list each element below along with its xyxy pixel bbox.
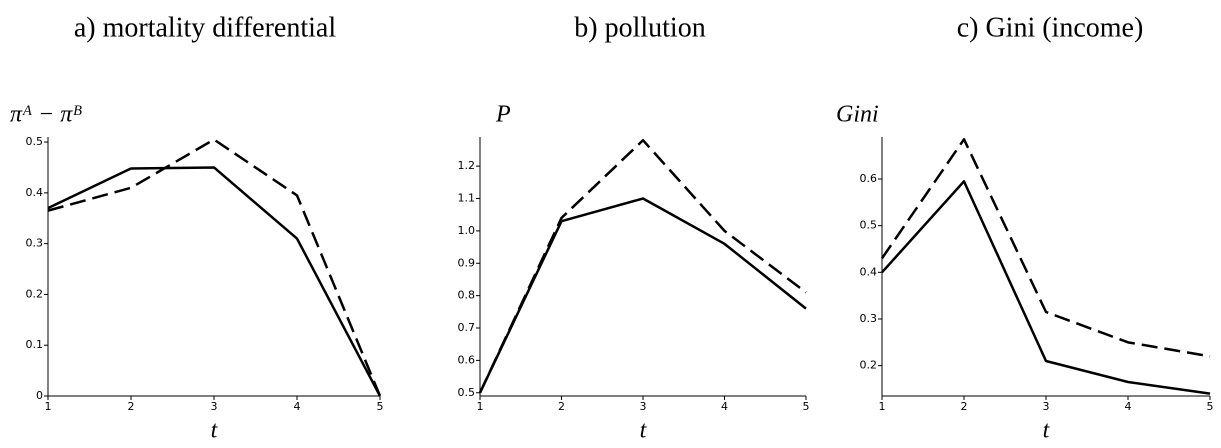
y-tick-label: 0.8 [458, 289, 476, 302]
x-tick-label: 4 [294, 400, 301, 413]
series-line [47, 166, 382, 397]
x-tick-label: 5 [377, 400, 384, 413]
panel: b) pollution Pt 0.5 0.6 0.7 0.8 0.9 1.0 1.1 1.2 1 2… [458, 12, 810, 443]
x-axis-label: t [640, 418, 648, 444]
chart-title: a) mortality differential [74, 12, 336, 43]
x-tick-label: 3 [211, 400, 218, 413]
panel: a) mortality differential πᴬ − πᴮ t 0 0.1 0.2… [10, 12, 384, 443]
x-tick-label: 1 [45, 400, 52, 413]
x-tick-label: 3 [640, 400, 647, 413]
y-tick-label: 0.3 [860, 312, 878, 325]
y-tick-label: 0.1 [26, 338, 44, 351]
y-axis-label: Gini [836, 102, 879, 128]
panel: c) Gini (income) Gini t 0.2 0.3 0.4 0.5 0.6 1 2 3 4… [836, 12, 1214, 443]
y-tick-label: 0.3 [26, 237, 44, 250]
y-tick-label: 0.2 [26, 287, 44, 300]
series-line [47, 138, 382, 397]
x-tick-label: 5 [1207, 400, 1214, 413]
y-tick-label: 0.6 [458, 353, 476, 366]
x-tick-label: 2 [128, 400, 135, 413]
series-line [478, 138, 807, 394]
series-line [880, 138, 1211, 358]
x-tick-label: 5 [803, 400, 810, 413]
y-axis-label: P [495, 102, 511, 128]
x-tick-label: 2 [558, 400, 565, 413]
y-tick-label: 0.4 [26, 186, 44, 199]
y-tick-label: 1.2 [458, 159, 476, 172]
y-tick-label: 1.0 [458, 224, 476, 237]
y-tick-label: 0.9 [458, 256, 476, 269]
y-tick-label: 0.5 [860, 219, 878, 232]
y-tick-label: 0.5 [458, 386, 476, 399]
x-tick-label: 4 [1125, 400, 1132, 413]
x-axis-label: t [1043, 418, 1051, 444]
y-tick-label: 0.5 [26, 135, 44, 148]
x-axis-label: t [211, 418, 219, 444]
y-tick-label: 0.6 [860, 172, 878, 185]
y-axis-label: πᴬ − πᴮ [10, 102, 82, 128]
y-tick-label: 0 [36, 389, 43, 402]
chart-title: c) Gini (income) [957, 12, 1144, 43]
x-tick-label: 2 [961, 400, 968, 413]
y-tick-label: 1.1 [458, 192, 476, 205]
x-tick-label: 4 [721, 400, 728, 413]
chart-title: b) pollution [574, 12, 705, 43]
series-line [478, 197, 807, 394]
series-line [881, 180, 1211, 395]
x-tick-label: 3 [1043, 400, 1050, 413]
y-tick-label: 0.7 [458, 321, 476, 334]
y-tick-label: 0.4 [860, 265, 878, 278]
y-tick-label: 0.2 [860, 359, 878, 372]
x-tick-label: 1 [879, 400, 886, 413]
x-tick-label: 1 [477, 400, 484, 413]
